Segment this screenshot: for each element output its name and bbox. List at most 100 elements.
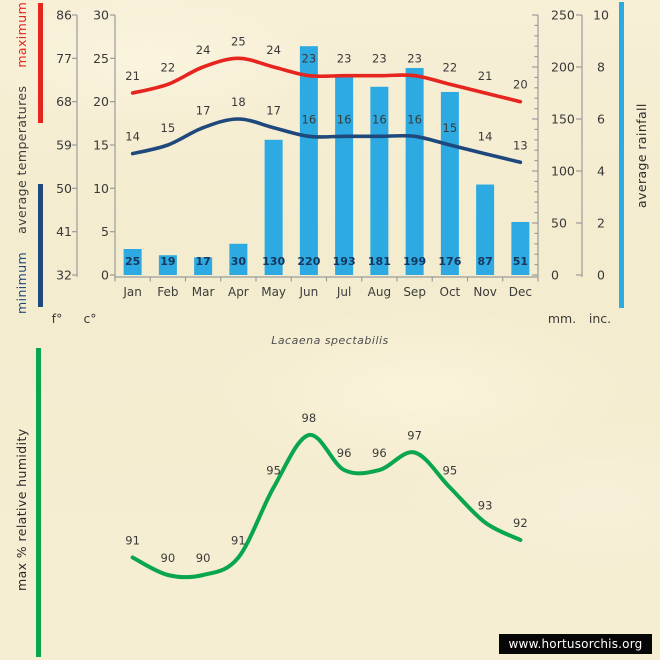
min-temp-label: 15: [161, 121, 176, 135]
rainfall-indicator-bar: [619, 2, 624, 308]
month-label: Jan: [122, 285, 142, 299]
max-temp-line: [130, 56, 523, 104]
max-temp-label: 22: [161, 60, 176, 74]
month-label: Oct: [440, 285, 461, 299]
min-temp-label: 16: [407, 112, 422, 126]
max-temp-label: 24: [266, 43, 281, 57]
min-temp-label: 14: [478, 130, 493, 144]
fahrenheit-tick-label: 68: [56, 94, 72, 109]
rain-bar: [158, 255, 177, 275]
fahrenheit-unit-label: f°: [51, 311, 63, 326]
inches-tick-label: 2: [597, 216, 605, 231]
rain-bar-label: 193: [333, 255, 356, 268]
temperature-axis-title: minimum average temperatures maximum: [14, 2, 29, 314]
min-temp-label: 16: [337, 112, 352, 126]
fahrenheit-tick-label: 50: [56, 181, 72, 196]
humidity-line: [130, 433, 523, 580]
species-caption: Lacaena spectabilis: [271, 334, 389, 347]
max-temp-label: 23: [407, 52, 422, 66]
rain-bar-label: 87: [477, 255, 492, 268]
humidity-label: 91: [231, 534, 246, 548]
humidity-label: 91: [125, 534, 140, 548]
rain-bar: [123, 249, 142, 275]
rain-bar: [299, 46, 318, 276]
rain-bar-label: 176: [438, 255, 461, 268]
rain-bar: [440, 91, 459, 276]
millimeters-tick-label: 150: [551, 112, 575, 127]
min-temp-label: 17: [196, 104, 211, 118]
rain-bar-label: 51: [513, 255, 528, 268]
rain-bar-label: 19: [160, 255, 175, 268]
celsius-tick-label: 20: [93, 94, 109, 109]
maximum-indicator-bar: [38, 3, 43, 123]
inches-tick-label: 10: [593, 8, 609, 23]
rain-bar: [264, 139, 283, 275]
average-temperatures-label: average temperatures: [14, 85, 29, 234]
humidity-label: 95: [266, 464, 281, 478]
humidity-label: 95: [443, 464, 458, 478]
fahrenheit-tick-label: 41: [56, 224, 72, 239]
minimum-indicator-bar: [38, 184, 43, 307]
rain-bar: [194, 257, 213, 275]
min-temp-label: 18: [231, 95, 246, 109]
rain-bar: [335, 74, 354, 275]
humidity-label: 90: [161, 551, 176, 565]
inches-tick-label: 0: [597, 268, 605, 283]
min-temp-label: 14: [125, 130, 140, 144]
month-label: Mar: [192, 285, 215, 299]
month-label: Nov: [473, 285, 496, 299]
millimeters-unit-label: mm.: [547, 311, 577, 326]
min-temp-line: [130, 117, 523, 165]
humidity-indicator-bar: [36, 348, 41, 657]
celsius-tick-label: 15: [93, 138, 109, 153]
millimeters-tick-label: 0: [551, 268, 559, 283]
celsius-unit-label: c°: [83, 311, 97, 326]
min-temp-label: 16: [302, 112, 317, 126]
max-temp-label: 24: [196, 43, 211, 57]
rain-bar-label: 25: [125, 255, 140, 268]
maximum-label: maximum: [14, 1, 29, 68]
rain-bar: [476, 184, 495, 275]
rain-bar-label: 30: [231, 255, 247, 268]
min-temp-label: 15: [443, 121, 458, 135]
celsius-tick-label: 30: [93, 8, 109, 23]
month-label: May: [261, 285, 286, 299]
rain-bar-label: 181: [368, 255, 391, 268]
inches-tick-label: 6: [597, 112, 605, 127]
humidity-label: 97: [407, 429, 422, 443]
fahrenheit-tick-label: 77: [56, 51, 72, 66]
rain-bar-label: 17: [195, 255, 210, 268]
celsius-tick-label: 5: [101, 224, 109, 239]
fahrenheit-tick-label: 86: [56, 8, 72, 23]
max-temp-label: 20: [513, 78, 528, 92]
max-temp-label: 23: [337, 52, 352, 66]
max-temp-label: 23: [372, 52, 387, 66]
celsius-tick-label: 10: [93, 181, 109, 196]
month-label: Jun: [299, 285, 319, 299]
rain-bar-label: 220: [297, 255, 320, 268]
rainfall-axis-title: average rainfall: [634, 103, 649, 208]
watermark: www.hortusorchis.org: [499, 634, 652, 654]
millimeters-tick-label: 50: [551, 216, 567, 231]
min-temp-label: 13: [513, 138, 528, 152]
humidity-label: 90: [196, 551, 211, 565]
rain-bar-label: 199: [403, 255, 426, 268]
month-label: Aug: [368, 285, 391, 299]
minimum-label: minimum: [14, 251, 29, 314]
fahrenheit-tick-label: 32: [56, 268, 72, 283]
humidity-label: 98: [302, 411, 317, 425]
celsius-tick-label: 25: [93, 51, 109, 66]
millimeters-tick-label: 100: [551, 164, 575, 179]
inches-unit-label: inc.: [588, 311, 612, 326]
fahrenheit-tick-label: 59: [56, 138, 72, 153]
min-temp-label: 17: [266, 104, 281, 118]
humidity-label: 96: [372, 446, 387, 460]
month-label: Dec: [509, 285, 532, 299]
humidity-label: 92: [513, 516, 528, 530]
min-temp-label: 16: [372, 112, 387, 126]
millimeters-tick-label: 200: [551, 60, 575, 75]
rain-bar: [511, 221, 530, 275]
rain-bar: [405, 68, 424, 275]
